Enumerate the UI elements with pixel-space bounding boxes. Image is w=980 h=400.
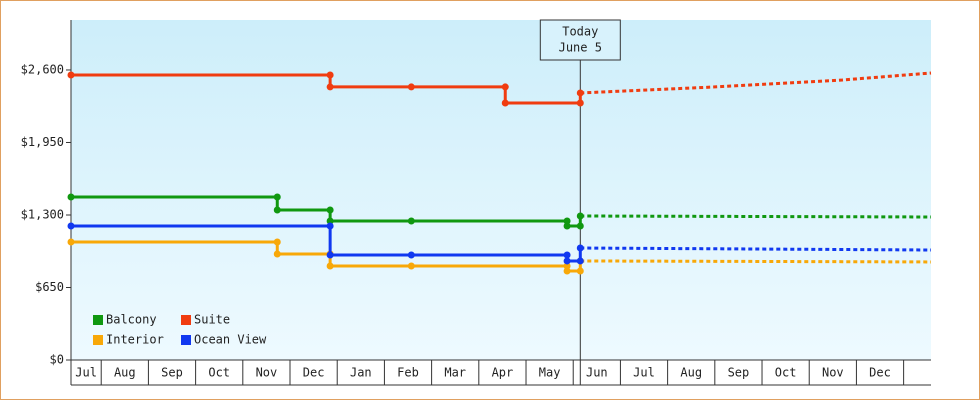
price-point [67, 193, 75, 201]
legend-swatch [181, 335, 191, 345]
price-point [326, 262, 334, 270]
y-tick-label: $1,300 [21, 207, 64, 221]
price-point [576, 267, 584, 275]
price-point [326, 217, 334, 225]
price-point [576, 257, 584, 265]
plot-area [71, 20, 931, 360]
x-tick-label: Nov [822, 366, 844, 380]
x-tick-label: Jun [586, 366, 608, 380]
price-point [563, 262, 571, 270]
x-tick-label: Mar [444, 366, 466, 380]
x-tick-label: Sep [728, 366, 750, 380]
today-box [539, 19, 621, 61]
price-line [71, 195, 582, 228]
legend-label: Suite [194, 313, 230, 327]
x-tick-label: Dec [869, 366, 891, 380]
price-point [67, 238, 75, 246]
price-point [326, 251, 334, 259]
x-tick-label: Jan [350, 366, 372, 380]
price-point [407, 262, 415, 270]
y-tick-label: $650 [35, 280, 64, 294]
price-point [273, 206, 281, 214]
price-point [407, 251, 415, 259]
legend-label: Balcony [106, 313, 157, 327]
legend-label: Ocean View [194, 333, 267, 347]
x-tick-label: Sep [161, 366, 183, 380]
price-point [326, 71, 334, 79]
y-tick-label: $1,950 [21, 135, 64, 149]
price-point [326, 206, 334, 214]
today-label: Today [562, 25, 598, 39]
x-tick-label: Feb [397, 366, 419, 380]
x-tick-label: May [539, 366, 561, 380]
price-point [407, 217, 415, 225]
x-tick-label: Aug [114, 366, 136, 380]
price-point [273, 250, 281, 258]
price-point [576, 89, 584, 97]
price-point [501, 83, 509, 91]
y-tick-label: $0 [50, 353, 64, 367]
x-tick-label: Dec [303, 366, 325, 380]
forecast-line [580, 259, 932, 264]
price-point [576, 222, 584, 230]
forecast-line [580, 71, 932, 95]
price-point [273, 193, 281, 201]
legend-label: Interior [106, 333, 164, 347]
price-point [326, 83, 334, 91]
price-point [563, 217, 571, 225]
forecast-line [580, 246, 932, 252]
price-point [563, 251, 571, 259]
price-point [563, 267, 571, 275]
x-tick-label: Oct [208, 366, 230, 380]
x-tick-label: Apr [492, 366, 514, 380]
x-tick-label: Jul [633, 366, 655, 380]
price-point [563, 257, 571, 265]
price-line [71, 240, 582, 273]
price-point [273, 238, 281, 246]
price-point [576, 244, 584, 252]
x-tick-label: Aug [680, 366, 702, 380]
x-tick-label: Jul [75, 366, 97, 380]
price-point [563, 222, 571, 230]
price-point [326, 222, 334, 230]
price-point [501, 99, 509, 107]
forecast-line [580, 214, 932, 219]
legend-swatch [93, 335, 103, 345]
today-label: June 5 [559, 41, 602, 55]
price-point [407, 83, 415, 91]
price-point [576, 99, 584, 107]
x-tick-label: Nov [256, 366, 278, 380]
legend-swatch [181, 315, 191, 325]
price-point [576, 212, 584, 220]
x-tick-label: Oct [775, 366, 797, 380]
price-point [67, 222, 75, 230]
legend-swatch [93, 315, 103, 325]
price-point [67, 71, 75, 79]
y-tick-label: $2,600 [21, 62, 64, 76]
